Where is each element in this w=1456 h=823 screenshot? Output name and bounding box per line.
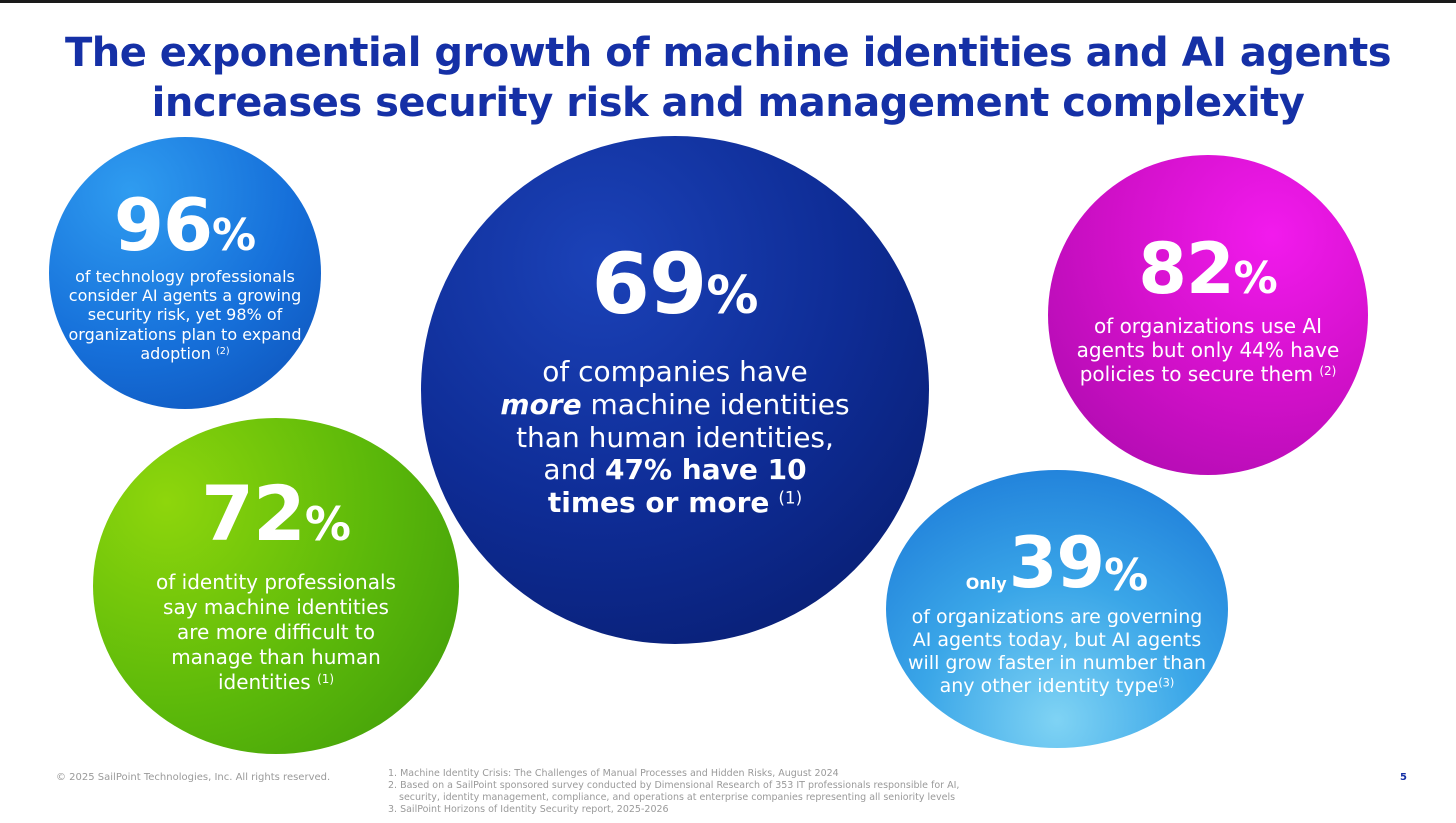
stat-description: of companies have more machine identitie… (500, 355, 850, 520)
stat-value: 72% (201, 468, 351, 558)
stat-description: of identity professionals say machine id… (156, 569, 396, 694)
stat-description: of organizations are governing AI agents… (907, 605, 1207, 698)
slide-title-line-2: increases security risk and management c… (151, 80, 1305, 126)
footnote-2-continued: security, identity management, complianc… (399, 792, 956, 803)
footnote-1: 1. Machine Identity Crisis: The Challeng… (388, 768, 839, 779)
slide-title: The exponential growth of machine identi… (0, 28, 1456, 128)
slide-title-line-1: The exponential growth of machine identi… (64, 30, 1392, 76)
stat-description: of organizations use AI agents but only … (1076, 314, 1340, 386)
footnote-ref: (1) (317, 671, 335, 686)
bold-text: 47% have 10 times or more (547, 453, 807, 520)
stat-description: of technology professionals consider AI … (68, 267, 302, 363)
page-number: 5 (1400, 772, 1407, 783)
stat-prefix: Only (965, 573, 1007, 593)
stat-value: Only 39% (965, 521, 1149, 604)
stat-bubble-69: 69% of companies have more machine ident… (421, 136, 929, 644)
stat-value: 96% (113, 183, 257, 268)
footnote-3: 3. SailPoint Horizons of Identity Securi… (388, 804, 669, 815)
footnotes: 1. Machine Identity Crisis: The Challeng… (388, 768, 1088, 816)
footnote-ref: (2) (1319, 364, 1337, 378)
footnote-ref: (1) (778, 487, 803, 508)
emphasis-text: more (500, 387, 582, 421)
footnote-ref: (2) (216, 345, 230, 357)
stat-bubble-72: 72% of identity professionals say machin… (93, 418, 459, 754)
stat-bubble-96: 96% of technology professionals consider… (49, 137, 321, 409)
top-rule (0, 0, 1456, 3)
stat-value: 69% (591, 235, 759, 334)
stat-value: 82% (1138, 228, 1278, 310)
stat-bubble-82: 82% of organizations use AI agents but o… (1048, 155, 1368, 475)
copyright: © 2025 SailPoint Technologies, Inc. All … (56, 772, 331, 783)
footnote-2: 2. Based on a SailPoint sponsored survey… (388, 780, 960, 791)
footnote-ref: (3) (1158, 675, 1175, 690)
stat-bubble-39: Only 39% of organizations are governing A… (886, 470, 1228, 748)
